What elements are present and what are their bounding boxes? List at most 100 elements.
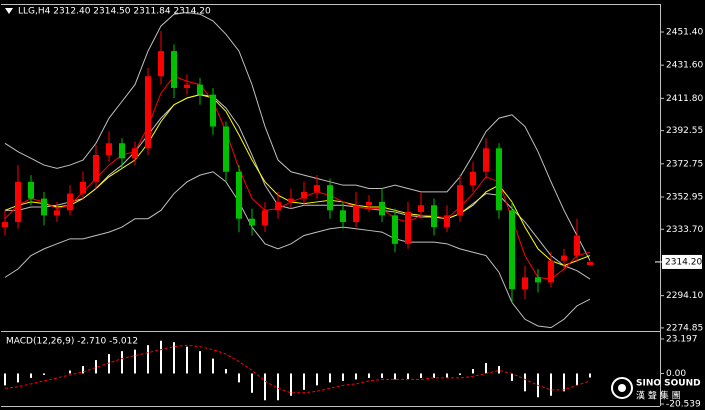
histogram-bar — [550, 373, 552, 396]
candle-body — [184, 84, 190, 88]
histogram-bar — [82, 366, 84, 374]
histogram-bar — [4, 373, 6, 386]
overlay-line — [4, 75, 591, 280]
histogram-bar — [329, 373, 331, 383]
histogram-bar — [290, 373, 292, 396]
histogram-bar — [498, 366, 500, 374]
y-tick-label: 2392.55 — [666, 126, 703, 136]
histogram-bar — [43, 373, 45, 375]
candle-body — [262, 210, 268, 226]
histogram-bar — [563, 373, 565, 392]
y-tick-label: 2431.60 — [666, 61, 703, 71]
candle-body — [509, 210, 515, 290]
candle-body — [28, 181, 34, 199]
y-tick-label: 0.00 — [666, 369, 686, 379]
candle-body — [314, 185, 320, 192]
candle-body — [483, 148, 489, 172]
candle-body — [561, 255, 567, 261]
candle-body — [496, 148, 502, 211]
candle-body — [392, 215, 398, 244]
candle-body — [405, 211, 411, 244]
histogram-bar — [17, 373, 19, 383]
histogram-bar — [524, 373, 526, 392]
candle-body — [288, 198, 294, 202]
menu-arrow[interactable] — [5, 8, 13, 14]
histogram-bar — [121, 351, 123, 374]
y-tick-label: -20.539 — [666, 400, 701, 410]
candle-body — [119, 143, 125, 159]
histogram-bar — [147, 345, 149, 374]
histogram-bar — [472, 369, 474, 374]
candle-body — [54, 210, 60, 216]
candle-body — [223, 126, 229, 172]
overlay-line — [4, 171, 591, 329]
candle-body — [574, 235, 580, 256]
histogram-bar — [407, 373, 409, 380]
histogram-bar — [342, 373, 344, 381]
candle-body — [80, 181, 86, 194]
candle-body — [431, 205, 437, 228]
histogram-bar — [225, 369, 227, 374]
histogram-bar — [576, 373, 578, 386]
histogram-bar — [238, 373, 240, 383]
candle-body — [587, 261, 593, 265]
histogram-bar — [160, 340, 162, 374]
candle-body — [327, 185, 333, 211]
signal-line — [4, 344, 591, 394]
histogram-bar — [69, 370, 71, 374]
candle-body — [379, 201, 385, 216]
candle-body — [2, 222, 8, 228]
last-price-label: 2314.20 — [665, 257, 702, 267]
candle-body — [67, 193, 73, 211]
overlay-line — [4, 12, 591, 261]
y-tick-label: 2352.95 — [666, 192, 703, 202]
y-tick-label: 2333.70 — [666, 225, 703, 235]
candle-body — [210, 94, 216, 127]
last-price-box — [662, 254, 702, 269]
candle-body — [197, 84, 203, 95]
histogram-bar — [277, 373, 279, 401]
y-tick-label: 23.197 — [666, 334, 698, 344]
overlay-line — [4, 94, 591, 267]
histogram-bar — [108, 354, 110, 374]
candle-body — [171, 51, 177, 88]
logo-subtitle: 漢 聲 集 團 — [636, 390, 681, 402]
y-tick-label: 2274.85 — [666, 323, 703, 333]
histogram-bar — [30, 373, 32, 378]
candle-body — [353, 205, 359, 223]
histogram-bar — [485, 363, 487, 374]
watermark: SINO SOUND 漢 聲 集 團 — [611, 377, 701, 402]
histogram-bar — [511, 373, 513, 381]
histogram-bar — [355, 373, 357, 380]
candle-body — [340, 210, 346, 223]
y-tick-label: 2372.75 — [666, 159, 703, 169]
macd-title: MACD(12,26,9) -2.710 -5.012 — [6, 337, 138, 347]
candle-body — [275, 201, 281, 211]
logo-dot — [618, 384, 626, 392]
histogram-bar — [173, 342, 175, 374]
histogram-bar — [303, 373, 305, 390]
histogram-bar — [95, 360, 97, 374]
candle-body — [15, 181, 21, 223]
y-tick-label: 2451.40 — [666, 27, 703, 37]
histogram-bar — [264, 373, 266, 401]
histogram-bar — [134, 349, 136, 374]
histogram-bar — [459, 373, 461, 375]
candle-body — [145, 76, 151, 149]
y-tick-label: 2411.80 — [666, 94, 703, 104]
chart-title: LLG,H4 2312.40 2314.50 2311.84 2314.20 — [18, 7, 211, 17]
histogram-bar — [394, 373, 396, 380]
histogram-bar — [420, 373, 422, 378]
histogram-bar — [251, 373, 253, 393]
histogram-bar — [316, 373, 318, 386]
candle-body — [301, 191, 307, 199]
histogram-bar — [433, 373, 435, 378]
candle-body — [158, 51, 164, 77]
y-tick-label: 2294.10 — [666, 291, 703, 301]
histogram-bar — [589, 373, 591, 378]
candle-body — [548, 260, 554, 283]
candle-body — [535, 277, 541, 283]
candle-body — [366, 201, 372, 206]
